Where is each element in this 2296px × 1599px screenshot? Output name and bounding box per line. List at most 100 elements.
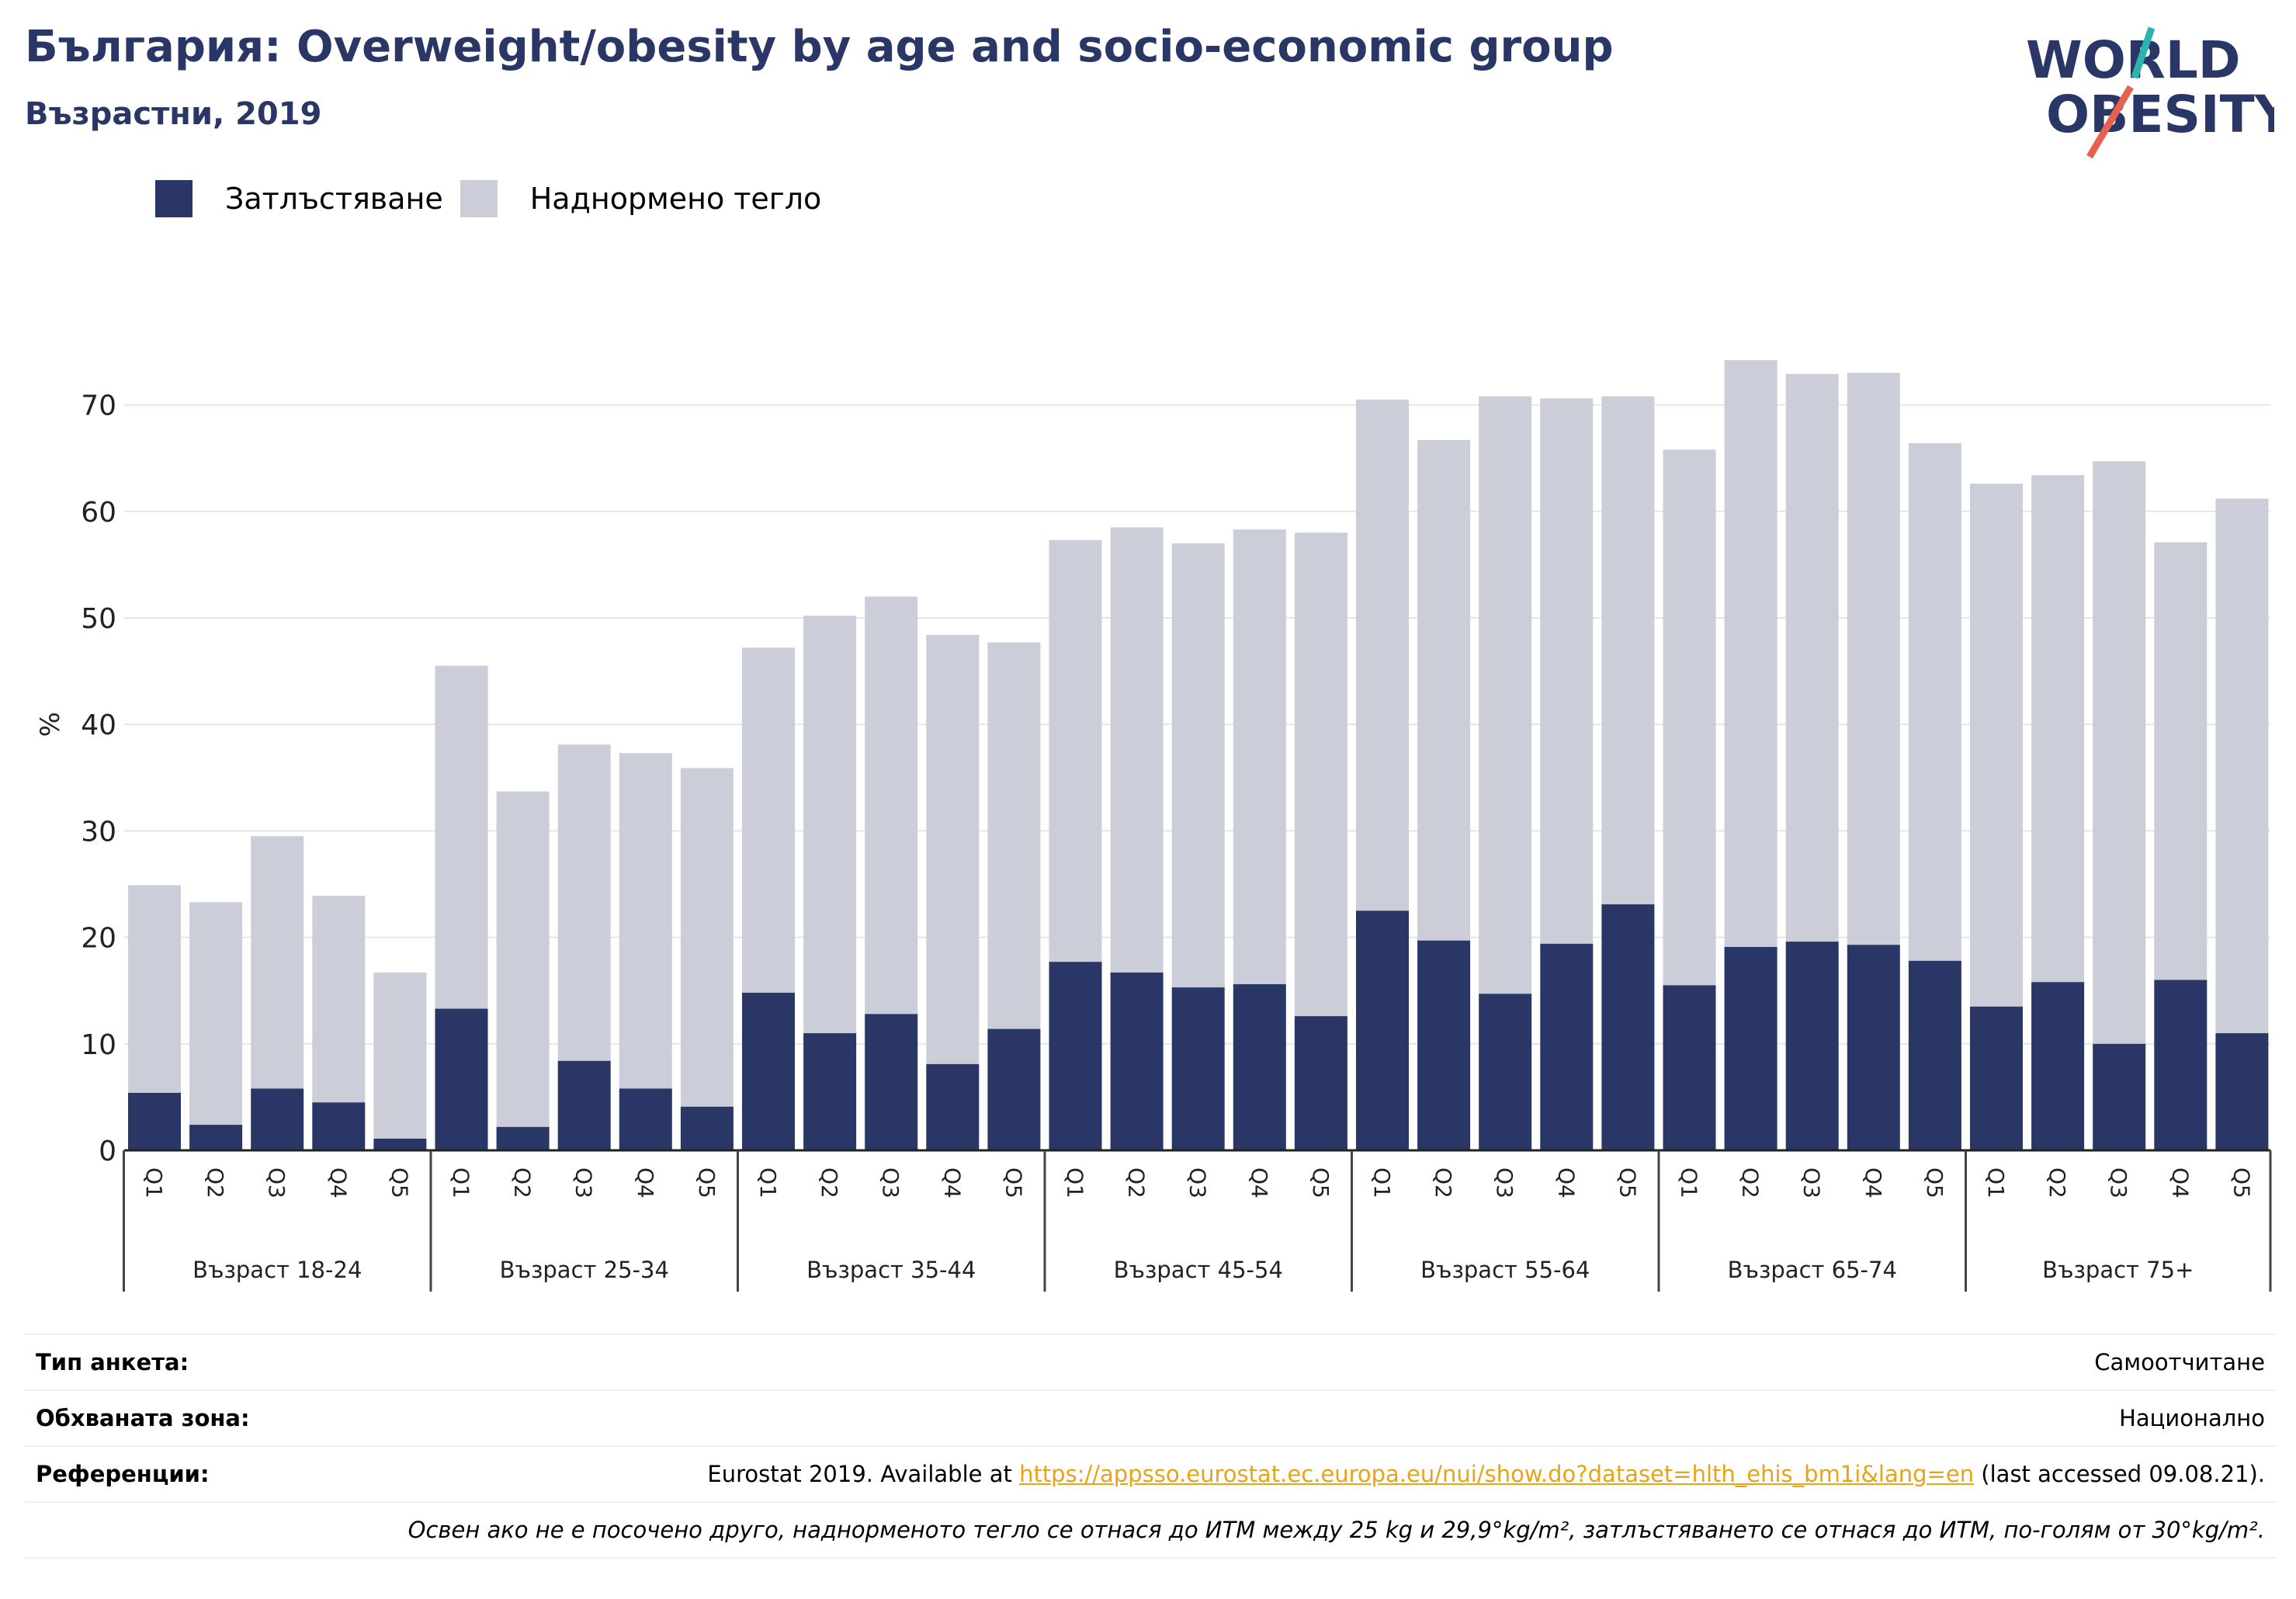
x-tick-label: Q2: [1124, 1167, 1150, 1198]
bar-overweight: [1663, 449, 1716, 986]
legend-label-overweight: Наднормено тегло: [529, 182, 822, 216]
bar-overweight: [742, 647, 795, 993]
bar-overweight: [803, 616, 857, 1034]
bar-overweight: [2093, 461, 2146, 1044]
bar-obesity: [2154, 980, 2208, 1150]
bar-obesity: [312, 1102, 366, 1150]
bar-obesity: [1540, 943, 1594, 1150]
x-tick-label: Q1: [1983, 1167, 2009, 1198]
bar-obesity: [1970, 1006, 2023, 1150]
y-tick-label: 30: [81, 816, 116, 848]
info-table: Тип анкета: Самоотчитане Обхваната зона:…: [25, 1334, 2276, 1559]
y-tick-label: 20: [81, 923, 116, 955]
bar-obesity: [987, 1028, 1041, 1150]
bar-obesity: [128, 1092, 181, 1150]
references-label: Референции:: [36, 1461, 210, 1487]
group-label: Възраст 75+: [2042, 1257, 2194, 1283]
bar-overweight: [1233, 529, 1286, 984]
bar-obesity: [680, 1106, 734, 1150]
legend: Затлъстяване Наднормено тегло: [155, 177, 838, 220]
x-tick-label: Q5: [1308, 1167, 1334, 1198]
bar-obesity: [619, 1088, 672, 1150]
info-row-references: Референции: Eurostat 2019. Available at …: [25, 1445, 2276, 1501]
bar-overweight: [1417, 439, 1471, 941]
x-tick-label: Q2: [1738, 1167, 1764, 1198]
x-tick-label: Q4: [633, 1167, 658, 1198]
y-tick-label: 70: [81, 390, 116, 422]
references-prefix: Eurostat 2019. Available at: [707, 1461, 1020, 1487]
bar-obesity: [1049, 962, 1102, 1150]
bar-overweight: [312, 896, 366, 1103]
y-tick-label: 10: [81, 1029, 116, 1061]
bar-overweight: [1724, 359, 1777, 947]
bar-overweight: [1171, 543, 1225, 988]
x-tick-label: Q4: [325, 1167, 351, 1198]
bar-overweight: [1356, 399, 1409, 911]
x-tick-label: Q5: [694, 1167, 720, 1198]
x-tick-label: Q4: [1247, 1167, 1272, 1198]
x-tick-label: Q2: [817, 1167, 842, 1198]
bar-overweight: [373, 972, 427, 1139]
bar-obesity: [1356, 910, 1409, 1150]
x-tick-label: Q2: [203, 1167, 228, 1198]
group-label: Възраст 25-34: [500, 1257, 669, 1283]
bar-obesity: [865, 1014, 918, 1150]
bar-obesity: [496, 1126, 550, 1150]
x-tick-label: Q3: [878, 1167, 903, 1198]
bar-obesity: [1294, 1016, 1347, 1150]
x-tick-label: Q4: [939, 1167, 965, 1198]
bar-overweight: [2031, 475, 2085, 983]
x-tick-label: Q1: [141, 1167, 167, 1198]
x-tick-label: Q2: [1431, 1167, 1456, 1198]
group-label: Възраст 45-54: [1114, 1257, 1283, 1283]
info-row-note: Освен ако не е посочено друго, наднормен…: [25, 1501, 2276, 1559]
references-suffix: (last accessed 09.08.21).: [1974, 1461, 2265, 1487]
survey-type-value: Самоотчитане: [2094, 1349, 2265, 1375]
bar-obesity: [2215, 1033, 2269, 1150]
bar-overweight: [128, 885, 181, 1093]
x-tick-label: Q1: [1677, 1167, 1702, 1198]
bar-obesity: [1417, 940, 1471, 1150]
x-tick-label: Q5: [1922, 1167, 1947, 1198]
bar-overweight: [1785, 373, 1839, 942]
x-tick-label: Q4: [1861, 1167, 1886, 1198]
x-tick-label: Q4: [2167, 1167, 2193, 1198]
bar-overweight: [1601, 396, 1655, 905]
x-tick-label: Q3: [571, 1167, 597, 1198]
bar-obesity: [1908, 960, 1961, 1150]
references-link[interactable]: https://appsso.eurostat.ec.europa.eu/nui…: [1019, 1461, 1975, 1487]
chart-subtitle: Възрастни, 2019: [25, 96, 322, 132]
bar-overweight: [926, 634, 980, 1064]
bar-obesity: [1233, 983, 1286, 1150]
bar-obesity: [557, 1060, 611, 1150]
bar-obesity: [926, 1063, 980, 1150]
bar-obesity: [803, 1033, 857, 1150]
logo-slash-coral: [2086, 85, 2134, 159]
bar-obesity: [373, 1138, 427, 1150]
bar-obesity: [2093, 1043, 2146, 1150]
x-tick-label: Q2: [510, 1167, 536, 1198]
chart-title: България: Overweight/obesity by age and …: [25, 22, 1614, 72]
legend-label-obesity: Затлъстяване: [225, 182, 443, 216]
legend-swatch-overweight: [460, 180, 498, 217]
bar-overweight: [987, 642, 1041, 1029]
legend-item-overweight: Наднормено тегло: [460, 180, 822, 217]
x-tick-label: Q3: [1185, 1167, 1211, 1198]
x-tick-label: Q1: [1063, 1167, 1088, 1198]
x-tick-label: Q3: [1799, 1167, 1825, 1198]
group-label: Възраст 35-44: [806, 1257, 976, 1283]
x-tick-label: Q5: [387, 1167, 412, 1198]
bar-overweight: [619, 753, 672, 1089]
info-row-survey-type: Тип анкета: Самоотчитане: [25, 1334, 2276, 1389]
bar-overweight: [557, 744, 611, 1061]
bar-obesity: [251, 1088, 304, 1150]
x-tick-label: Q1: [449, 1167, 474, 1198]
y-tick-label: 60: [81, 497, 116, 529]
y-axis-label: %: [35, 712, 66, 737]
bar-overweight: [865, 596, 918, 1015]
references-value: Eurostat 2019. Available at https://apps…: [707, 1461, 2276, 1487]
logo-world-text: WORLD: [2026, 30, 2241, 90]
x-tick-label: Q3: [264, 1167, 290, 1198]
bar-obesity: [435, 1008, 488, 1150]
bar-overweight: [1479, 396, 1532, 994]
